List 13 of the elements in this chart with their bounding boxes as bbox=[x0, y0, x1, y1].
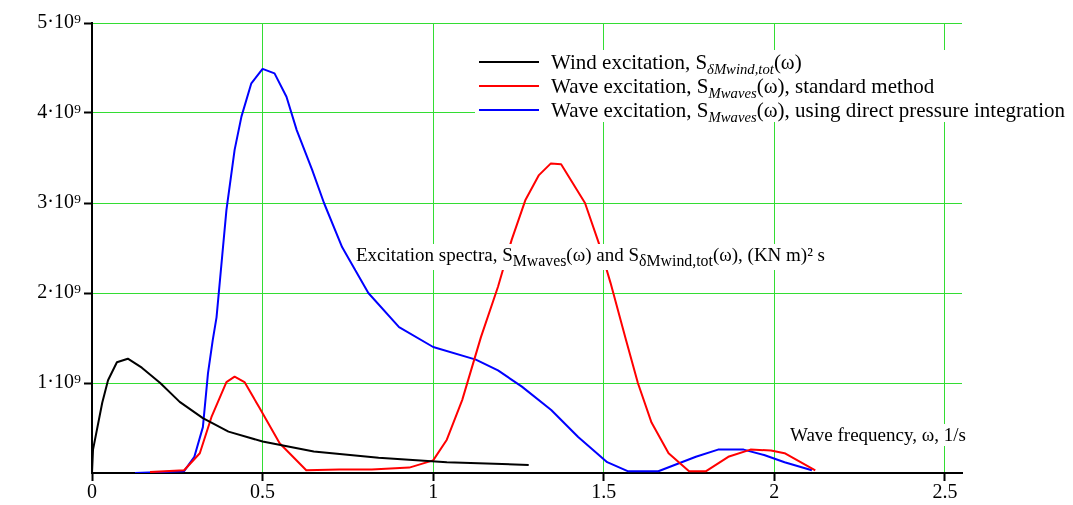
y-axis-title: Excitation spectra, S$_{Mwaves}$(ω) and S$_{δMwind,tot}$(ω), (KN m)² s bbox=[356, 244, 826, 270]
x-tick-label: 2.5 bbox=[932, 480, 958, 503]
y-tick-label: 1·10⁹ bbox=[37, 370, 82, 393]
x-tick-label: 1 bbox=[428, 480, 439, 503]
x-tick-label: 0.5 bbox=[250, 480, 276, 503]
x-tick-label: 2 bbox=[769, 480, 780, 503]
y-tick-label: 3·10⁹ bbox=[37, 190, 82, 213]
y-tick-label: 4·10⁹ bbox=[37, 100, 82, 123]
x-tick-label: 1.5 bbox=[591, 480, 617, 503]
x-axis-title: Wave frequency, ω, 1/s bbox=[790, 424, 966, 446]
x-tick-label: 0 bbox=[87, 480, 97, 503]
y-tick-label: 5·10⁹ bbox=[37, 10, 82, 33]
y-tick-label: 2·10⁹ bbox=[37, 280, 82, 303]
